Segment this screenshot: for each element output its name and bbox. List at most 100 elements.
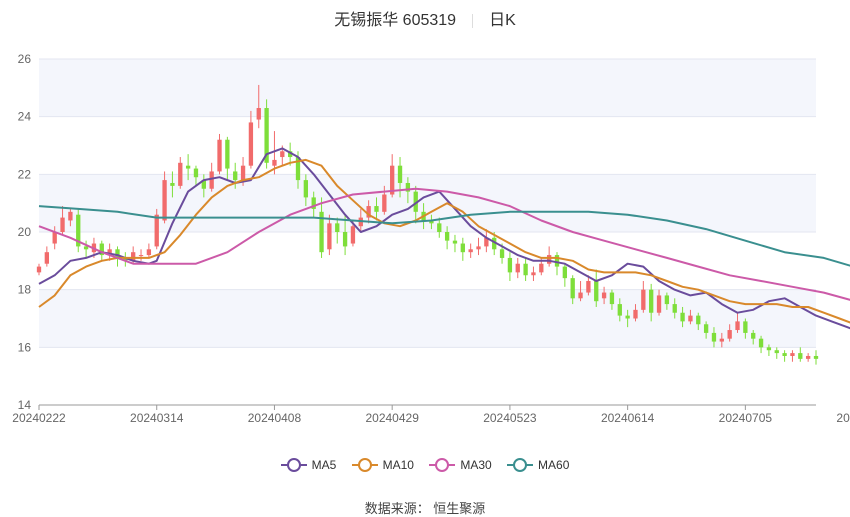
x-tick-label: 20240429 xyxy=(365,411,419,425)
legend-swatch-ma10 xyxy=(351,458,378,472)
candle-body xyxy=(107,249,112,256)
legend-label-ma10: MA10 xyxy=(382,458,414,472)
ma-line-ma30 xyxy=(38,187,850,301)
candle-body xyxy=(280,151,285,158)
data-source: 数据来源： 恒生聚源 xyxy=(364,501,486,516)
candle-body xyxy=(468,249,473,253)
candle-body xyxy=(562,266,568,279)
candle-body xyxy=(413,191,418,212)
grid-band xyxy=(39,59,816,117)
candle-body xyxy=(782,353,787,356)
candle-body xyxy=(492,237,497,250)
candle-body xyxy=(625,315,630,319)
candle-body xyxy=(546,255,552,264)
x-tick-label: 20240408 xyxy=(248,411,302,425)
candle-body xyxy=(798,353,803,359)
candle-body xyxy=(790,353,795,356)
candle-body xyxy=(539,263,544,273)
candle-body xyxy=(303,180,309,198)
legend-item-ma30[interactable]: MA30 xyxy=(429,458,492,472)
candle-body xyxy=(138,255,144,257)
chart-title-text: 无锡振华 605319 xyxy=(334,12,457,29)
candle-body xyxy=(240,165,246,181)
chart-period: 日K xyxy=(489,12,516,29)
y-tick-label: 14 xyxy=(18,398,32,412)
candle-body xyxy=(531,272,536,276)
candle-body xyxy=(499,249,505,258)
y-tick-label: 16 xyxy=(18,340,32,354)
legend-item-ma10[interactable]: MA10 xyxy=(351,458,414,472)
candle-body xyxy=(154,214,159,247)
candle-body xyxy=(99,243,104,256)
legend-item-ma60[interactable]: MA60 xyxy=(507,458,569,472)
candle-body xyxy=(131,252,136,261)
candle-body xyxy=(601,292,607,299)
candle-body xyxy=(766,347,772,351)
candle-body xyxy=(617,304,622,316)
y-tick-label: 24 xyxy=(18,110,32,124)
candle-body xyxy=(233,171,238,181)
legend-swatch-ma60 xyxy=(507,458,534,472)
candle-body xyxy=(633,309,638,319)
candle-body xyxy=(264,108,269,163)
candle-body xyxy=(405,182,411,192)
ma-line-ma60 xyxy=(38,205,850,267)
legend-label-ma5: MA5 xyxy=(311,458,337,472)
x-tick-label: 20240726 xyxy=(836,411,850,425)
candle-body xyxy=(570,278,575,299)
candle-body xyxy=(366,206,371,218)
candle-body xyxy=(680,312,685,322)
candle-body xyxy=(664,295,670,305)
candle-body xyxy=(444,232,450,241)
candle-body xyxy=(727,330,732,339)
ma-line-ma10 xyxy=(38,158,850,324)
candle-body xyxy=(813,355,819,359)
candle-body xyxy=(743,321,748,333)
candle-body xyxy=(76,214,81,247)
title-separator xyxy=(472,13,474,28)
candle-body xyxy=(696,315,701,325)
candle-body xyxy=(703,324,709,333)
y-tick-label: 26 xyxy=(18,52,32,66)
candle-body xyxy=(578,292,583,299)
candle-body xyxy=(523,263,528,276)
candle-body xyxy=(201,180,206,189)
candle-body xyxy=(437,223,442,232)
chart-legend: MA5 MA10 MA30 MA60 xyxy=(0,458,850,475)
candle-body xyxy=(656,295,662,313)
candle-body xyxy=(382,194,387,212)
y-tick-label: 22 xyxy=(18,167,32,181)
candle-body xyxy=(162,180,167,221)
candle-body xyxy=(170,182,175,186)
candle-body xyxy=(758,338,764,348)
candle-body xyxy=(484,237,489,247)
candle-body xyxy=(185,165,191,169)
candle-body xyxy=(217,139,222,172)
candle-body xyxy=(335,223,340,232)
candle-body xyxy=(554,255,560,267)
candle-body xyxy=(123,257,128,261)
legend-label-ma60: MA60 xyxy=(538,458,570,472)
candle-body xyxy=(735,321,740,331)
candle-body xyxy=(586,281,591,293)
candle-body xyxy=(287,151,293,158)
candle-body xyxy=(36,266,42,273)
x-tick-label: 20240222 xyxy=(12,411,66,425)
candle-body xyxy=(350,226,356,244)
candle-body xyxy=(327,223,332,250)
candle-body xyxy=(751,332,756,339)
candle-body xyxy=(193,168,199,178)
candle-body xyxy=(719,338,724,342)
x-tick-label: 20240705 xyxy=(719,411,773,425)
candle-body xyxy=(319,211,324,253)
candle-body xyxy=(649,289,654,313)
ma-line-ma5 xyxy=(38,147,850,330)
candle-body xyxy=(641,289,646,310)
legend-item-ma5[interactable]: MA5 xyxy=(280,458,337,472)
candle-body xyxy=(248,122,254,166)
candle-body xyxy=(476,246,481,250)
candle-body xyxy=(397,165,403,183)
legend-label-ma30: MA30 xyxy=(460,458,492,472)
y-tick-label: 20 xyxy=(18,225,32,239)
candle-body xyxy=(515,263,520,273)
